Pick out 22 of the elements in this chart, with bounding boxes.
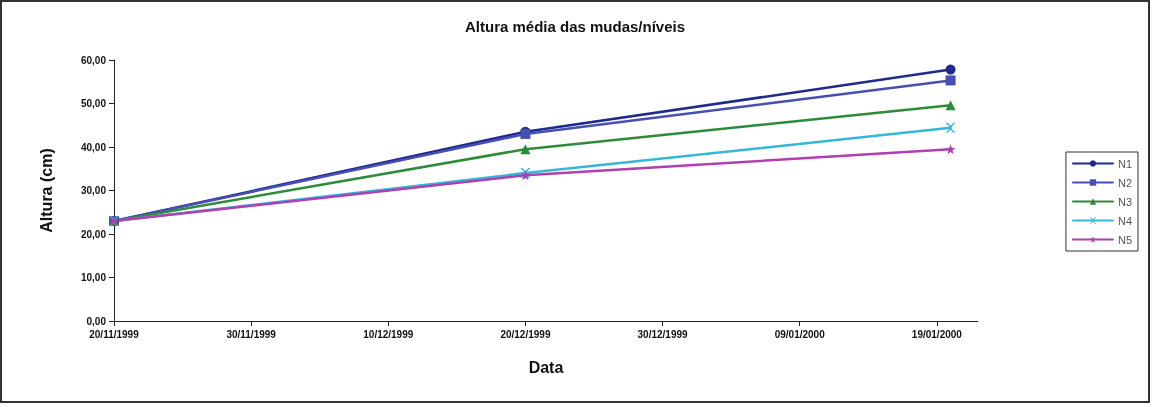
legend-label: N1: [1117, 157, 1132, 170]
x-axis-title: Data: [528, 358, 564, 376]
legend-label: N5: [1117, 233, 1132, 246]
x-tick-label: 20/11/1999: [89, 328, 140, 340]
y-tick-label: 60,00: [80, 54, 107, 66]
legend-label: N3: [1117, 195, 1132, 208]
y-axis-title: Altura (cm): [37, 148, 55, 233]
x-tick-label: 20/12/1999: [500, 328, 551, 340]
y-tick-label: 50,00: [80, 98, 107, 109]
x-tick-label: 09/01/2000: [774, 328, 826, 340]
chart-title: Altura média das mudas/níveis: [464, 18, 686, 35]
x-tick-label: 30/11/1999: [226, 328, 277, 340]
legend-label: N2: [1117, 176, 1132, 189]
x-tick-label: 30/12/1999: [637, 328, 689, 340]
legend-label: N4: [1117, 214, 1132, 227]
y-tick-label: 0,00: [86, 315, 107, 327]
y-tick-label: 10,00: [80, 272, 107, 283]
x-tick-label: 10/12/1999: [363, 328, 414, 340]
y-tick-label: 20,00: [80, 228, 107, 240]
y-tick-label: 40,00: [80, 141, 107, 153]
x-tick-label: 19/01/2000: [911, 328, 963, 340]
y-tick-label: 30,00: [80, 185, 107, 196]
